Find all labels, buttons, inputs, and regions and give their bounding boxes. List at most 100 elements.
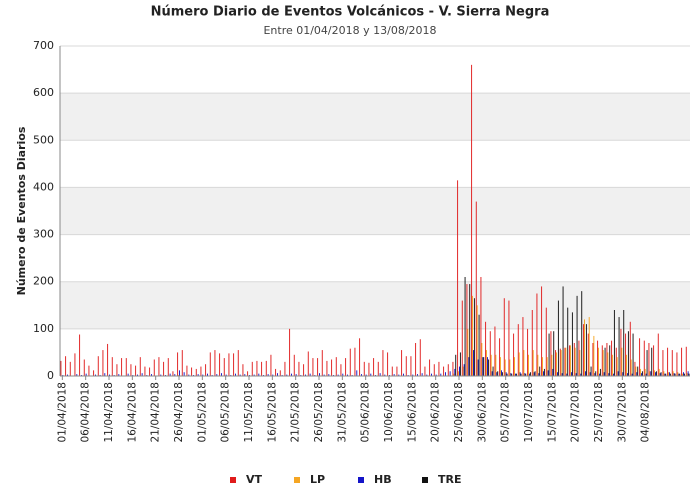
bar [401,350,403,376]
bar [275,368,277,376]
bar [651,347,653,376]
bar [186,365,188,376]
bar [216,374,218,376]
bar [74,353,76,376]
bar [613,310,615,376]
bar [354,347,356,376]
bar [172,371,174,376]
bar [426,374,428,376]
bar [421,373,423,376]
bar [104,373,106,376]
bar [618,317,620,376]
bar [523,350,525,376]
bar [637,366,639,376]
bar [681,347,683,376]
bar [251,361,253,376]
x-tick-label: 05/06/2018 [360,382,372,443]
bar [202,374,204,376]
bar [685,346,687,376]
bar [337,374,339,376]
bar [433,364,435,376]
bar [657,333,659,376]
bar [107,343,109,376]
y-axis-title: Número de Eventos Diarios [15,126,28,295]
y-tick-label: 100 [33,322,54,335]
bar [557,372,558,376]
bar [359,338,361,376]
x-tick-label: 25/06/2018 [453,382,465,443]
bar [613,373,614,376]
x-tick-label: 21/05/2018 [290,382,302,443]
bar [489,331,491,376]
bar [580,373,582,376]
bar [583,324,585,376]
bar [506,373,508,376]
bar [528,354,529,376]
y-tick-label: 600 [33,86,54,99]
bar [513,333,515,376]
bar [487,359,489,376]
bar [551,354,553,376]
bar [505,372,507,376]
bar [457,180,459,376]
bar [469,284,471,376]
bar [205,364,207,376]
bar [539,366,541,376]
bar [130,364,132,376]
bar [368,362,370,376]
y-tick-label: 500 [33,133,54,146]
bar [534,371,536,376]
bar [410,356,412,376]
bar [118,374,120,376]
bar [233,353,235,376]
bar [363,361,365,376]
bar [121,358,123,376]
bar [655,371,657,376]
bar [527,328,529,376]
bar [396,366,398,376]
bar [188,374,190,376]
x-tick-label: 31/05/2018 [336,382,348,443]
bar [579,350,581,376]
bar [644,368,646,376]
bar [267,374,269,376]
bar [466,284,468,376]
bar [664,373,666,376]
bar [553,331,555,376]
bar [135,365,137,376]
bar [303,364,305,376]
bar [191,367,193,376]
bar [137,374,138,376]
bar [452,361,454,376]
bar [326,360,328,376]
bar [379,373,381,376]
bar [683,373,685,376]
legend-label: LP [310,473,325,486]
bar [500,357,501,376]
bar [209,352,211,376]
bar [529,372,531,376]
bar [560,350,562,376]
bar [277,373,278,376]
bar [309,373,311,376]
bar [464,277,466,376]
x-tick-label: 11/04/2018 [103,382,115,443]
bar [65,356,67,376]
bar [258,373,260,376]
grid-band [60,187,690,235]
bar [574,347,576,376]
bar [655,372,656,376]
bar [567,307,569,376]
bar [445,372,446,376]
bar [429,359,431,376]
bar [377,361,379,376]
bar [593,335,595,376]
bar [219,353,221,376]
bar [242,364,244,376]
bar [461,300,463,376]
bar [419,339,421,376]
bar [575,373,577,376]
bar [595,371,597,376]
bar [109,374,110,376]
bar [477,359,479,376]
